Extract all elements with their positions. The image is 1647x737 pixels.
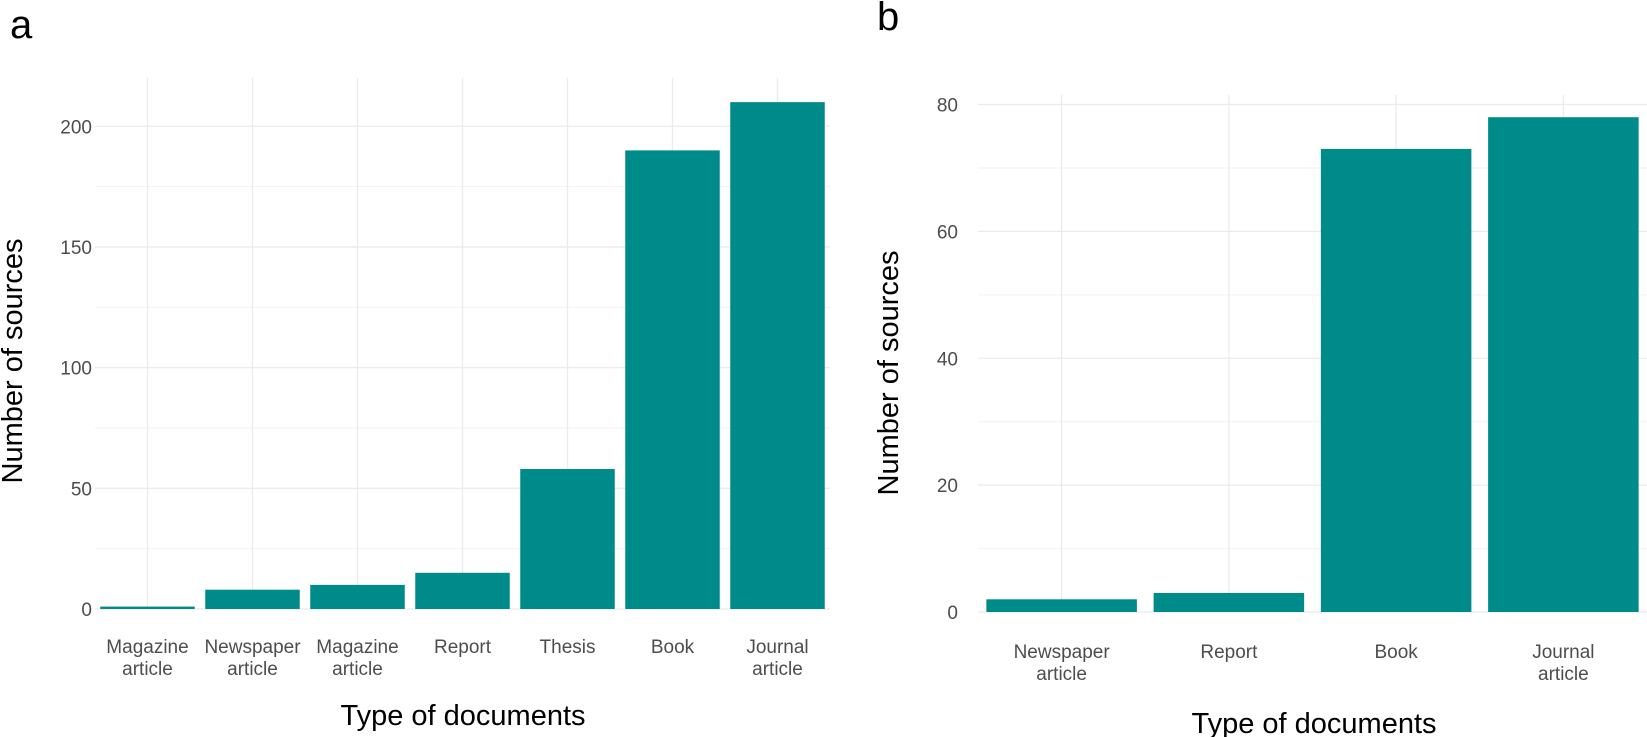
panel-a-bar xyxy=(625,150,720,609)
panel-b-y-tick-label: 60 xyxy=(937,222,958,243)
panel-a-label: a xyxy=(10,3,33,47)
panel-a: a 0 50 100 150 200 Magazine article Newspaper a… xyxy=(0,3,830,732)
panel-b-bar xyxy=(1488,117,1639,612)
panel-a-bar xyxy=(520,469,615,609)
panel-b-label: b xyxy=(877,0,899,39)
panel-a-x-tick-label: Book xyxy=(651,637,695,658)
panel-b-bars xyxy=(986,117,1639,613)
panel-a-x-tick-label: Journal article xyxy=(746,637,808,680)
panel-a-y-tick-label: 150 xyxy=(60,238,92,259)
panel-b-x-tick-label: Report xyxy=(1200,642,1258,663)
panel-b-y-ticks: 0 20 40 60 80 xyxy=(937,96,958,624)
panel-a-bar xyxy=(100,606,195,609)
panel-a-bars xyxy=(100,102,825,610)
panel-a-x-tick-label: Report xyxy=(434,637,492,658)
panel-a-bar xyxy=(205,589,300,609)
panel-a-y-tick-label: 200 xyxy=(60,117,92,138)
panel-b-y-axis-title: Number of sources xyxy=(873,251,905,496)
panel-b-x-ticks: Newspaper article Report Book Journal article xyxy=(1014,642,1595,685)
panel-b-x-tick-label: Journal article xyxy=(1532,642,1594,685)
panel-a-bar xyxy=(730,102,825,610)
panel-a-y-tick-label: 0 xyxy=(81,600,92,621)
panel-a-x-axis-title: Type of documents xyxy=(340,700,585,732)
panel-b-bar xyxy=(1320,148,1472,613)
panel-b-y-tick-label: 0 xyxy=(947,603,958,624)
panel-b: b 0 20 40 60 80 Newspaper article Report Book Jo… xyxy=(873,0,1647,737)
panel-b-bar xyxy=(986,599,1137,612)
panel-b-y-tick-label: 20 xyxy=(937,476,958,497)
panel-a-x-tick-label: Magazine article xyxy=(316,637,398,680)
panel-b-x-axis-title: Type of documents xyxy=(1191,708,1436,737)
panel-b-y-tick-label: 40 xyxy=(937,349,958,370)
panel-b-bar xyxy=(1153,592,1305,612)
panel-b-y-tick-label: 80 xyxy=(937,96,958,117)
panel-a-x-ticks: Magazine article Newspaper article Magazine a… xyxy=(106,637,808,680)
panel-a-y-axis-title: Number of sources xyxy=(0,239,29,484)
panel-a-x-tick-label: Thesis xyxy=(540,637,596,658)
panel-a-x-tick-label: Magazine article xyxy=(106,637,188,680)
panel-b-x-tick-label: Newspaper article xyxy=(1014,642,1111,685)
panel-b-x-tick-label: Book xyxy=(1374,642,1418,663)
panel-a-x-tick-label: Newspaper article xyxy=(204,637,301,680)
panel-a-bar xyxy=(310,584,405,609)
panel-a-bar xyxy=(415,572,510,609)
panel-a-y-ticks: 0 50 100 150 200 xyxy=(60,117,92,621)
panel-a-y-tick-label: 100 xyxy=(60,359,92,380)
panel-a-y-tick-label: 50 xyxy=(71,479,92,500)
